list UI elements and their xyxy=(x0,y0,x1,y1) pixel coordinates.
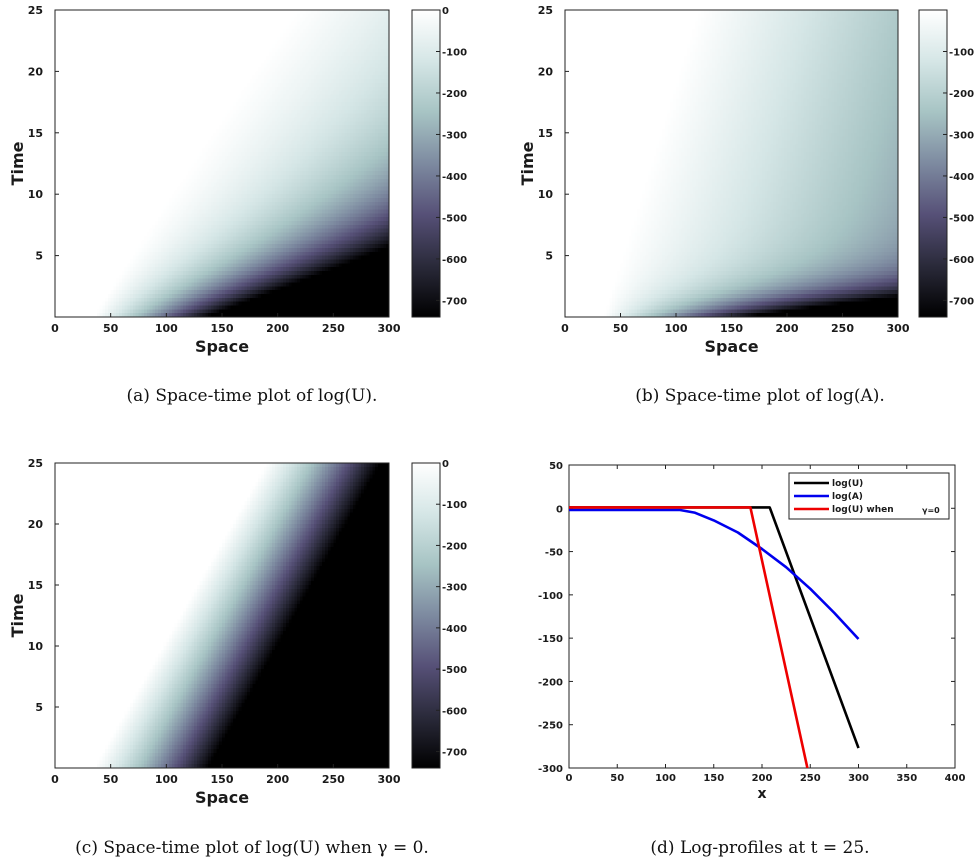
heatmap-cells xyxy=(55,10,390,318)
heatmap-a: 0 50 100 150 200 250 300510152025SpaceTime0-10… xyxy=(8,4,467,406)
